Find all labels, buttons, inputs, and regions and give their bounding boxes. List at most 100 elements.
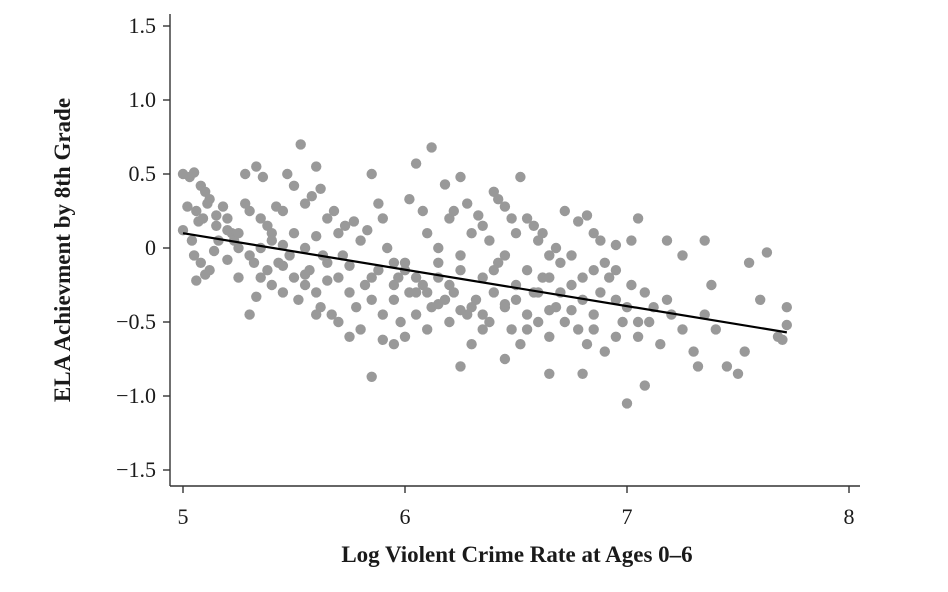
data-point xyxy=(299,198,311,209)
data-point xyxy=(204,265,215,276)
data-point xyxy=(293,294,304,305)
data-point xyxy=(433,242,444,254)
data-point xyxy=(328,205,340,217)
data-point xyxy=(721,361,733,372)
data-point xyxy=(191,205,202,217)
data-point xyxy=(477,324,488,335)
data-point xyxy=(544,331,555,342)
data-point xyxy=(573,216,584,227)
x-tick-label: 5 xyxy=(178,504,189,529)
data-point xyxy=(781,302,792,313)
data-point xyxy=(222,225,233,236)
data-point xyxy=(455,171,466,183)
y-axis-label: ELA Achievment by 8th Grade xyxy=(50,98,75,402)
data-point xyxy=(251,161,262,172)
y-tick-label: −1.5 xyxy=(116,457,156,482)
data-point xyxy=(299,242,311,254)
data-point xyxy=(781,319,792,331)
data-point xyxy=(521,309,533,320)
data-point xyxy=(322,275,333,286)
regression-line xyxy=(182,232,788,334)
data-point xyxy=(533,316,544,328)
data-point xyxy=(322,213,333,224)
data-point xyxy=(577,272,588,283)
data-point xyxy=(266,228,277,239)
data-point xyxy=(544,305,555,316)
data-point xyxy=(626,279,637,291)
data-point xyxy=(233,272,244,283)
data-point xyxy=(311,309,322,320)
data-point xyxy=(499,201,511,212)
data-point xyxy=(186,235,198,246)
data-point xyxy=(537,228,548,239)
data-point xyxy=(555,257,566,268)
data-point xyxy=(339,220,351,231)
data-point xyxy=(351,302,362,313)
data-point xyxy=(388,279,400,291)
data-point xyxy=(617,316,628,328)
data-point xyxy=(477,309,488,320)
data-point xyxy=(455,361,466,372)
data-point xyxy=(410,272,422,283)
data-point xyxy=(266,279,277,291)
data-point xyxy=(588,265,599,276)
data-point xyxy=(211,210,222,221)
data-point xyxy=(448,205,459,217)
data-point xyxy=(410,309,422,320)
data-point xyxy=(422,287,433,298)
data-point xyxy=(610,239,622,251)
data-point xyxy=(755,294,766,305)
data-point xyxy=(366,371,377,382)
data-point xyxy=(604,272,615,283)
data-point xyxy=(677,324,688,335)
data-point xyxy=(639,287,650,298)
data-point xyxy=(262,265,273,276)
data-point xyxy=(466,339,477,350)
data-point xyxy=(377,213,388,224)
data-point xyxy=(182,201,193,212)
data-point xyxy=(417,205,428,217)
data-point xyxy=(544,250,555,261)
data-point xyxy=(257,171,269,183)
data-point xyxy=(466,302,477,313)
y-tick-label: −1.0 xyxy=(116,383,156,408)
data-point xyxy=(661,235,673,246)
data-point xyxy=(588,309,599,320)
data-point xyxy=(410,158,422,169)
x-tick-label: 6 xyxy=(400,504,411,529)
data-point xyxy=(521,324,533,335)
data-point xyxy=(282,168,293,180)
data-point xyxy=(559,205,570,217)
data-point xyxy=(455,305,466,316)
data-point xyxy=(639,380,650,391)
data-point xyxy=(484,316,495,328)
data-point xyxy=(373,265,384,276)
data-point xyxy=(493,194,504,205)
data-point xyxy=(277,260,289,271)
data-point xyxy=(550,242,562,254)
data-point xyxy=(573,324,584,335)
data-point xyxy=(222,213,233,224)
data-point xyxy=(255,272,266,283)
data-point xyxy=(240,168,251,180)
data-point xyxy=(333,228,344,239)
data-point xyxy=(355,235,366,246)
data-point xyxy=(743,257,755,268)
data-point xyxy=(266,235,277,246)
data-point xyxy=(326,309,337,320)
data-point xyxy=(188,250,200,261)
data-point xyxy=(655,339,666,350)
data-point xyxy=(248,257,260,268)
data-point xyxy=(581,339,593,350)
data-point xyxy=(528,220,539,231)
data-point xyxy=(208,245,220,257)
data-point xyxy=(444,316,455,328)
data-point xyxy=(433,257,444,268)
y-axis-ticks: 1.5 1.0 0.5 0 −0.5 −1.0 −1.5 xyxy=(116,13,170,482)
data-point xyxy=(359,279,371,291)
data-point xyxy=(299,269,311,280)
data-point xyxy=(610,331,622,342)
data-point xyxy=(488,265,499,276)
data-point xyxy=(377,334,388,345)
data-point xyxy=(295,139,306,150)
